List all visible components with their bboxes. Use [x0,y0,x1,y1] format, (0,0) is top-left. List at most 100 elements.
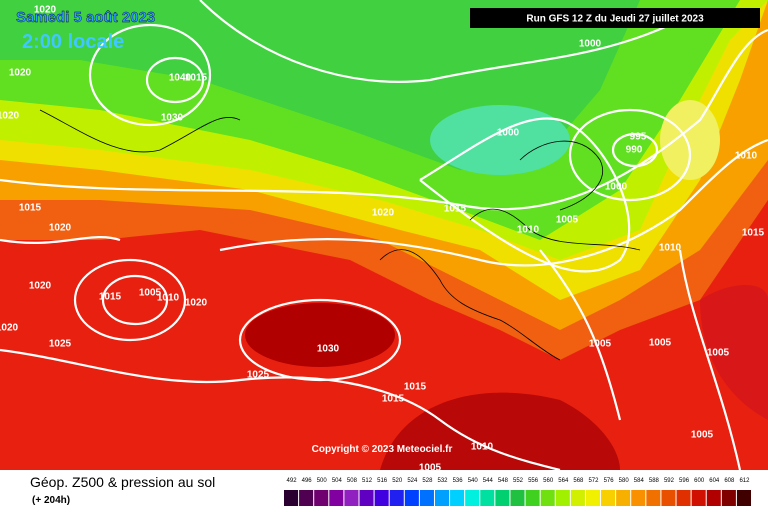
isobar-label: 1015 [185,73,208,84]
scale-swatch [646,490,661,506]
scale-label: 540 [468,478,479,484]
scale-label: 516 [377,478,388,484]
scale-swatch [359,490,374,506]
isobars [0,0,768,472]
scale-label: 536 [453,478,464,484]
scale-swatch [736,490,751,506]
scale-swatch [661,490,676,506]
scale-label: 512 [362,478,373,484]
isobar-label: 1005 [589,339,612,350]
scale-swatch [495,490,510,506]
scale-swatch [329,490,344,506]
isobar-label: 1005 [707,348,730,359]
isobar-label: 1010 [471,442,494,453]
isobar-label: 1015 [382,394,405,405]
scale-swatch [465,490,480,506]
scale-label: 492 [287,478,298,484]
scale-label: 496 [302,478,313,484]
isobar-label: 1005 [139,288,162,299]
scale-label: 584 [634,478,645,484]
isobar-label: 1015 [444,204,467,215]
copyright: Copyright © 2023 Meteociel.fr [312,444,453,455]
scale-swatch [344,490,359,506]
scale-swatch [555,490,570,506]
borders [39,109,641,361]
scale-swatch [616,490,631,506]
scale-swatch [299,490,314,506]
isobar-label: 990 [626,145,643,156]
isobar-label: 1025 [49,339,72,350]
scale-label: 504 [332,478,343,484]
run-box [470,8,760,28]
scale-swatch [480,490,495,506]
scale-swatch [631,490,646,506]
isobar-label: 995 [630,132,647,143]
zone-light-yellow [660,100,720,180]
scale-label: 592 [664,478,675,484]
scale-label: 564 [558,478,569,484]
scale-label: 560 [543,478,554,484]
scale-label: 568 [573,478,584,484]
zone-red [700,285,768,420]
scale-swatch [434,490,450,506]
scale-swatch [389,490,404,506]
isobar-label: 1020 [0,111,20,122]
isobar-label: 1015 [19,203,42,214]
scale-swatch [419,490,434,506]
isobar-label: 1015 [742,228,765,239]
scale-label: 552 [513,478,524,484]
scale-label: 588 [649,478,660,484]
isobar-label: 1005 [556,215,579,226]
zone-dark-red [380,392,620,470]
isobar-label: 1020 [29,281,52,292]
isobar-label: 1025 [247,370,270,381]
scale-label: 596 [679,478,690,484]
forecast-date: Samedi 5 août 2023 [16,9,155,26]
scale-label: 604 [709,478,720,484]
isobar-label: 1030 [161,113,184,124]
scale-swatch [540,490,555,506]
scale-label: 608 [724,478,735,484]
isobar-label: 1005 [691,430,714,441]
isobar-label: 1005 [419,463,442,474]
isobar-label: 1000 [497,128,520,139]
isobar-label: 1005 [649,338,672,349]
scale-label: 532 [438,478,449,484]
isobar-label: 1040 [169,73,192,84]
isobar-label: 1020 [49,223,72,234]
zone-dark-red [245,303,395,367]
scale-swatch [585,490,601,506]
scale-label: 508 [347,478,358,484]
scale-swatch [676,490,691,506]
zone-cyan-green [430,105,570,175]
run-info: Run GFS 12 Z du Jeudi 27 juillet 2023 [526,14,704,25]
scale-swatch [525,490,540,506]
scale-label: 576 [604,478,615,484]
scale-label: 572 [588,478,599,484]
isobar-label: 1010 [735,151,758,162]
scale-label: 556 [528,478,539,484]
isobar-label: 1010 [157,293,180,304]
scale-swatch [450,490,465,506]
isobar-label: 1010 [659,243,682,254]
color-scale: 492 496 500 504 508 512 516 520 524 528 532 536 540 5… [284,478,751,506]
legend-title: Géop. Z500 & pression au sol [30,474,215,490]
scale-swatch [691,490,706,506]
scale-label: 500 [317,478,328,484]
scale-label: 544 [483,478,494,484]
scale-swatch [721,490,736,506]
isobar-label: 1020 [0,323,19,334]
isobar-label: 1000 [605,182,628,193]
scale-label: 528 [422,478,433,484]
scale-label: 548 [498,478,509,484]
isobar-label: 1010 [517,225,540,236]
scale-swatch [601,490,616,506]
scale-swatch [706,490,721,506]
scale-label: 520 [392,478,403,484]
isobar-labels: 1020102010201040101510301015102010201020… [0,5,765,474]
scale-label: 612 [739,478,750,484]
scale-label: 524 [407,478,418,484]
isobar-label: 1020 [372,208,395,219]
isobar-label: 1000 [579,39,602,50]
